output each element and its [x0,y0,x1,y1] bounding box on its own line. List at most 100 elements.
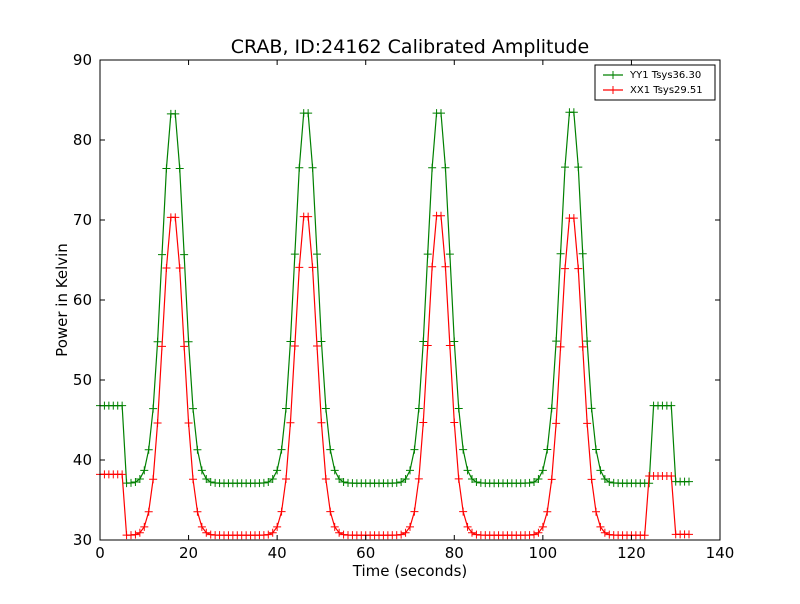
data-point-marker [592,445,600,454]
data-point-marker [587,475,596,484]
data-point-marker [180,250,189,259]
legend-marker [609,71,617,79]
y-tick-label: 90 [73,51,92,69]
data-point-marker [202,475,211,484]
data-point-marker [127,478,135,487]
data-point-marker [268,475,277,484]
data-point-marker [552,337,561,346]
data-point-marker [587,404,596,413]
data-point-marker [162,164,171,173]
data-point-marker [313,250,321,259]
data-point-marker [158,342,166,351]
data-point-marker [326,445,335,454]
data-point-marker [463,466,472,475]
data-point-marker [193,445,202,454]
data-point-marker [290,250,299,259]
data-point-marker [685,477,693,486]
data-point-marker [118,470,127,479]
data-point-marker [401,475,410,484]
chart-background [100,60,720,540]
data-point-marker [419,418,428,427]
data-point-marker [543,507,552,516]
legend-label: XX1 Tsys29.51 [630,85,703,96]
legend-item: XX1 Tsys29.51 [603,85,703,96]
data-point-marker [131,478,140,487]
data-point-marker [158,250,166,259]
data-point-marker [153,337,162,346]
data-point-marker [410,445,419,454]
data-point-marker [180,342,189,351]
x-axis-label: Time (seconds) [352,562,468,580]
data-point-marker [468,528,476,537]
data-point-marker [392,478,401,487]
data-point-marker [600,528,609,537]
data-point-marker [561,163,569,172]
data-point-marker [445,341,454,350]
data-point-marker [118,401,127,410]
data-point-marker [171,213,180,222]
data-point-marker [578,342,587,351]
data-point-marker [414,474,423,483]
data-point-marker [326,507,335,516]
data-point-marker [330,466,339,475]
data-point-marker [397,478,406,487]
data-point-marker [140,522,149,531]
data-point-marker [268,528,277,537]
x-tick-label: 0 [95,544,105,562]
data-point-marker [140,466,149,475]
data-point-marker [583,337,592,346]
data-point-marker [144,507,153,516]
data-point-marker [667,401,676,410]
data-point-marker [313,341,321,350]
y-tick-label: 70 [73,211,92,229]
y-tick-label: 50 [73,371,92,389]
data-point-marker [596,522,605,531]
data-point-marker [149,404,158,413]
data-point-marker [193,507,202,516]
data-point-marker [197,466,206,475]
data-point-marker [472,478,481,487]
data-point-marker [583,419,592,428]
data-point-marker [596,466,605,475]
data-point-marker [317,418,326,427]
data-point-marker [530,530,538,539]
x-tick-label: 80 [445,544,464,562]
data-point-marker [530,478,538,487]
data-point-marker [282,475,290,484]
data-point-marker [406,522,414,531]
data-point-marker [321,404,330,413]
data-point-marker [206,478,215,487]
data-point-marker [273,522,282,531]
series-xx1-tsys29-51 [96,211,693,540]
data-point-marker [414,404,423,413]
data-point-marker [525,478,534,487]
data-point-marker [295,263,304,272]
data-point-marker [437,109,445,118]
data-point-marker [552,419,561,428]
data-point-marker [441,262,450,271]
data-point-marker [153,419,162,428]
legend: YY1 Tsys36.30 XX1 Tsys29.51 [594,64,716,101]
data-point-marker [171,109,180,118]
x-tick-label: 100 [529,544,558,562]
data-point-marker [561,264,569,273]
data-point-marker [202,528,211,537]
data-point-marker [569,108,578,117]
data-point-marker [317,337,326,346]
data-point-marker [184,337,193,346]
data-point-marker [397,530,406,539]
series-layer [96,108,693,540]
data-point-marker [459,445,468,454]
data-point-marker [423,341,432,350]
axes-layer: 0 20 40 60 80 100 120 140 30 40 50 60 70 80 90 [73,51,734,562]
legend-label: YY1 Tsys36.30 [629,70,701,81]
legend-box [594,64,716,101]
data-point-marker [189,475,197,484]
data-point-marker [640,531,649,540]
data-point-marker [175,264,184,273]
data-point-marker [605,478,614,487]
data-point-marker [277,445,286,454]
data-point-marker [578,249,587,258]
data-point-marker [463,522,472,531]
